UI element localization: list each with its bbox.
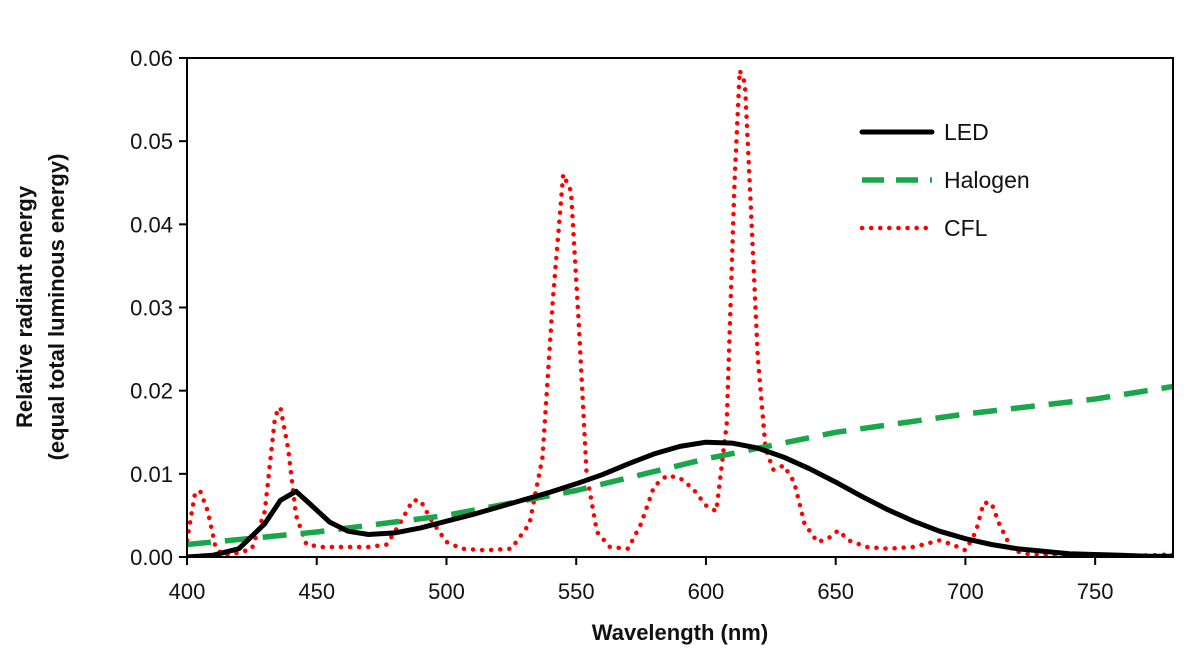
- y-axis: 0.00 0.01 0.02 0.03 0.04 0.05 0.06: [130, 46, 187, 570]
- x-tick-label: 600: [688, 579, 725, 604]
- series-halogen-line: [187, 383, 1173, 548]
- x-tick-label: 700: [947, 579, 984, 604]
- x-tick-label: 500: [428, 579, 465, 604]
- y-axis-title-line2: (equal total luminous energy): [44, 154, 69, 461]
- legend-label-led: LED: [944, 119, 989, 145]
- legend-label-cfl: CFL: [944, 215, 988, 241]
- x-axis-title: Wavelength (nm): [592, 620, 768, 645]
- x-tick-label: 650: [817, 579, 854, 604]
- legend-label-halogen: Halogen: [944, 167, 1030, 193]
- y-tick-label: 0.04: [130, 212, 173, 237]
- y-tick-label: 0.03: [130, 296, 173, 321]
- series-led-line: [187, 439, 1173, 557]
- x-tick-label: 750: [1077, 579, 1114, 604]
- x-axis: 400 450 500 550 600 650 700 750: [169, 557, 1114, 604]
- series-layer: [187, 68, 1173, 557]
- y-axis-title-line1: Relative radiant energy: [12, 185, 37, 428]
- series-cfl-line: [187, 68, 1173, 557]
- y-tick-label: 0.02: [130, 379, 173, 404]
- x-tick-label: 550: [558, 579, 595, 604]
- y-tick-label: 0.06: [130, 46, 173, 71]
- x-tick-label: 450: [298, 579, 335, 604]
- x-tick-label: 400: [169, 579, 206, 604]
- y-tick-label: 0.00: [130, 545, 173, 570]
- y-tick-label: 0.05: [130, 129, 173, 154]
- legend: LED Halogen CFL: [859, 119, 1030, 241]
- y-tick-label: 0.01: [130, 462, 173, 487]
